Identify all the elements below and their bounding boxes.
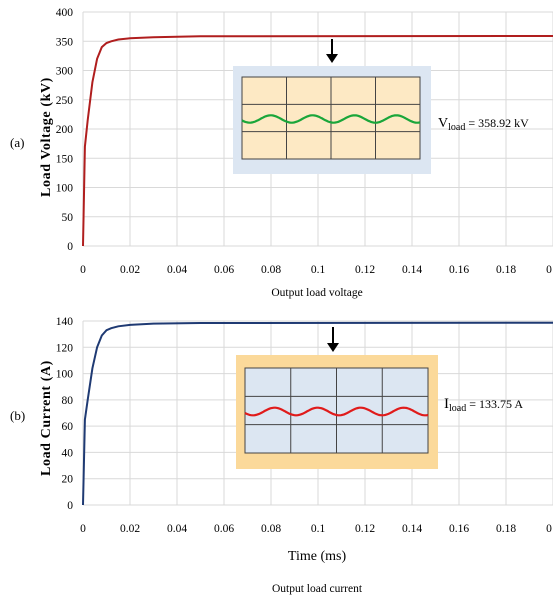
x-axis-caption-voltage: Output load voltage — [271, 287, 362, 299]
y-tick-label: 0 — [67, 500, 73, 512]
y-tick-label: 140 — [56, 316, 74, 328]
x-tick-label: 0.08 — [261, 264, 281, 276]
x-tick-label: 0.12 — [355, 523, 375, 535]
inset-grid — [242, 77, 420, 159]
y-axis-title-voltage: Load Voltage (kV) — [39, 77, 54, 197]
x-tick-label: 0 — [80, 264, 86, 276]
y-axis-title-current: Load Current (A) — [39, 360, 54, 476]
series-line — [82, 35, 553, 247]
panel-label-b: (b) — [10, 408, 25, 423]
y-tick-label: 80 — [62, 395, 74, 407]
x-tick-label: 0.04 — [167, 523, 187, 535]
x-tick-label: 0 — [546, 523, 552, 535]
x-tick-label: 0.06 — [214, 264, 234, 276]
figure-caption-current: Output load current — [272, 583, 363, 595]
y-tick-label: 250 — [56, 95, 74, 107]
y-tick-label: 300 — [56, 66, 74, 78]
y-tick-label: 200 — [56, 124, 74, 136]
arrow-down-icon — [327, 343, 339, 352]
x-tick-label: 0.14 — [402, 523, 422, 535]
x-tick-label: 0.08 — [261, 523, 281, 535]
x-tick-label: 0.14 — [402, 264, 422, 276]
x-tick-label: 0.04 — [167, 264, 187, 276]
y-tick-label: 150 — [56, 153, 74, 165]
y-tick-label: 350 — [56, 36, 74, 48]
x-tick-label: 0 — [546, 264, 552, 276]
y-tick-label: 100 — [56, 369, 74, 381]
x-tick-label: 0.18 — [496, 523, 516, 535]
x-tick-label: 0.06 — [214, 523, 234, 535]
inset-voltage-ripple: Vload = 358.92 kV — [233, 39, 529, 174]
y-tick-label: 120 — [56, 342, 74, 354]
y-tick-label: 0 — [67, 241, 73, 253]
x-tick-label: 0.02 — [120, 264, 140, 276]
inset-current-ripple: Iload = 133.75 A — [236, 327, 523, 469]
x-tick-label: 0.12 — [355, 264, 375, 276]
x-tick-label: 0.16 — [449, 264, 469, 276]
inset-annotation-current: Iload = 133.75 A — [444, 396, 523, 414]
inset-grid — [245, 368, 428, 453]
inset-waveform — [244, 406, 429, 417]
x-tick-label: 0.1 — [311, 523, 326, 535]
chart-voltage: (a) Load Voltage (kV) Output load voltag… — [10, 7, 553, 299]
y-tick-label: 40 — [62, 447, 74, 459]
y-tick-label: 20 — [62, 474, 74, 486]
y-tick-label: 100 — [56, 183, 74, 195]
x-axis-title-time: Time (ms) — [288, 549, 347, 564]
x-tick-label: 0.16 — [449, 523, 469, 535]
y-tick-label: 400 — [56, 7, 74, 19]
x-tick-label: 0.1 — [311, 264, 326, 276]
x-tick-label: 0.18 — [496, 264, 516, 276]
inset-waveform — [241, 114, 421, 124]
arrow-down-icon — [326, 54, 338, 63]
y-tick-label: 50 — [62, 212, 74, 224]
x-tick-label: 0 — [80, 523, 86, 535]
y-tick-label: 60 — [62, 421, 74, 433]
inset-annotation-voltage: Vload = 358.92 kV — [438, 116, 529, 133]
x-tick-label: 0.02 — [120, 523, 140, 535]
chart-current: (b) Load Current (A) Time (ms) Output lo… — [10, 316, 553, 595]
series-line — [82, 321, 553, 506]
panel-label-a: (a) — [10, 135, 24, 150]
